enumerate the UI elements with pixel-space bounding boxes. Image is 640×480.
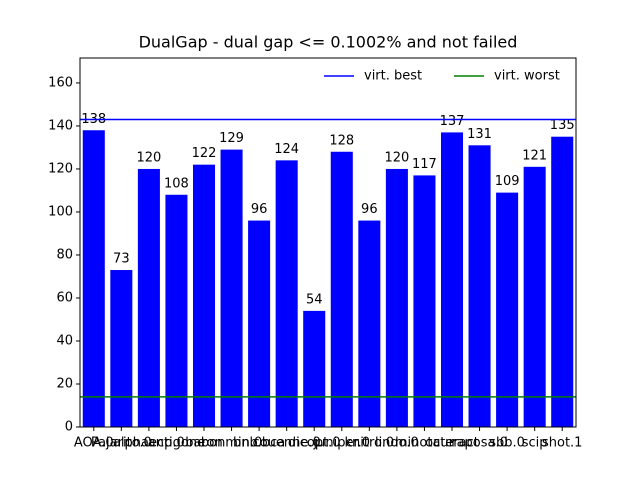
value-label: 128	[329, 133, 354, 148]
value-label: 96	[361, 202, 378, 217]
value-label: 122	[192, 146, 217, 161]
value-label: 135	[550, 118, 575, 133]
x-tick-label: dicopt.0	[288, 436, 341, 451]
y-tick-label: 100	[48, 204, 73, 219]
value-label: 131	[467, 127, 492, 142]
bar	[82, 130, 105, 427]
y-tick-label: 0	[65, 420, 73, 435]
x-tick-label: bonmin.0	[201, 436, 262, 451]
x-tick-label: sbb.0	[489, 436, 525, 451]
x-tick-label: antigone	[148, 436, 205, 451]
value-label: 109	[495, 174, 520, 189]
x-tick-label: scip	[522, 436, 548, 451]
x-tick-label: alphaecp.0	[113, 436, 185, 451]
y-tick-label: 120	[48, 161, 73, 176]
x-tick-label: bnb.bca	[233, 436, 285, 451]
bar	[165, 194, 188, 427]
bar	[413, 175, 436, 427]
y-tick-label: 40	[56, 333, 73, 348]
bar	[220, 149, 243, 427]
x-tick-label: baron	[185, 436, 222, 451]
x-tick-label: Pajarito.0	[91, 436, 152, 451]
x-tick-label: lindo.0	[375, 436, 419, 451]
y-tick-label: 60	[56, 290, 73, 305]
bar	[440, 132, 464, 427]
bar	[496, 192, 519, 427]
bar	[275, 160, 298, 428]
x-tick-label: couenne.0	[253, 436, 321, 451]
value-label: 96	[251, 202, 268, 217]
bar	[523, 166, 546, 428]
value-label: 129	[219, 131, 244, 146]
legend-label: virt. best	[364, 69, 422, 84]
value-label: 137	[440, 114, 465, 129]
chart-title: DualGap - dual gap <= 0.1002% and not fa…	[139, 33, 518, 52]
x-tick-label: knitro.0	[344, 436, 394, 451]
bar	[330, 151, 353, 427]
bar	[192, 164, 216, 427]
bar	[110, 270, 133, 427]
value-label: 120	[384, 150, 409, 165]
value-label: 108	[164, 176, 189, 191]
value-label: 73	[113, 252, 130, 267]
bar	[137, 168, 160, 427]
x-tick-label: juniper.0	[313, 436, 371, 451]
value-label: 54	[306, 292, 323, 307]
legend-label: virt. worst	[494, 69, 560, 84]
x-tick-label: minotaur	[395, 436, 455, 451]
y-tick-label: 20	[56, 376, 73, 391]
bar	[303, 310, 326, 427]
value-label: 124	[274, 142, 299, 157]
value-label: 121	[522, 148, 547, 163]
x-tick-label: shot.1	[542, 436, 582, 451]
y-tick-label: 160	[48, 75, 73, 90]
x-tick-label: octeract	[425, 436, 479, 451]
value-label: 120	[136, 150, 161, 165]
x-tick-label: AOA.0	[74, 436, 114, 451]
bar	[468, 145, 491, 427]
bar	[248, 220, 271, 427]
bar	[358, 220, 381, 427]
y-tick-label: 80	[56, 247, 73, 262]
plot-frame	[79, 57, 577, 428]
x-tick-label: raposa.0	[451, 436, 508, 451]
bar	[551, 136, 574, 427]
bar	[385, 168, 408, 427]
value-label: 117	[412, 157, 437, 172]
y-tick-label: 140	[48, 118, 73, 133]
